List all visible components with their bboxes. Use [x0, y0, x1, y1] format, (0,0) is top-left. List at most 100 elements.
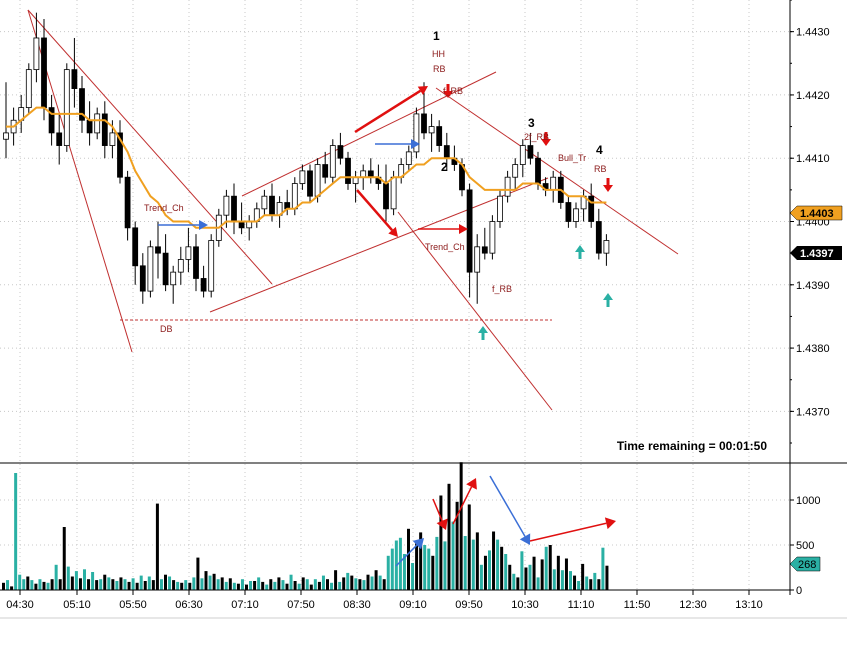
candle-body [132, 227, 139, 267]
volume-bar [402, 554, 406, 590]
volume-bar [236, 583, 240, 590]
volume-bar [232, 582, 236, 590]
volume-bar [492, 531, 496, 590]
x-tick-label: 12:30 [679, 599, 707, 611]
volume-bars [2, 462, 609, 590]
volume-bar [569, 571, 572, 590]
vol-arrow-red-up-head [466, 478, 477, 490]
arrow-red-down [356, 189, 394, 232]
candle-body [443, 145, 450, 159]
volume-bar [38, 579, 42, 590]
candle-body [193, 246, 199, 279]
volume-bar [196, 557, 200, 590]
candle-body [413, 113, 420, 153]
x-tick-label: 09:10 [399, 599, 427, 611]
vol-arrow-blue-down-head [519, 533, 531, 545]
volume-bar [390, 548, 394, 590]
volume-bar [471, 539, 475, 590]
vol-arrow-blue-up [395, 544, 418, 567]
red-down-arrow-head [443, 91, 453, 98]
volume-bar [516, 577, 520, 590]
candle-body [147, 246, 154, 292]
candle-body [489, 221, 496, 254]
label-rb-1: RB [433, 64, 446, 74]
candle-body [117, 132, 123, 178]
volume-bar [78, 578, 82, 590]
price-tick-label: 1.4390 [796, 280, 830, 292]
volume-bar [66, 566, 70, 590]
volume-bar [354, 578, 358, 590]
red-down-arrow-head [603, 185, 613, 192]
volume-bar [313, 579, 317, 590]
candle-body [223, 195, 230, 216]
volume-bar [330, 582, 334, 590]
volume-bar [22, 579, 26, 590]
candle-body [124, 176, 131, 229]
volume-bar [42, 581, 46, 590]
label-2f-rb: 2f_RB [524, 132, 549, 142]
volume-bar [382, 579, 386, 590]
volume-bar [532, 556, 536, 590]
price-tick-label: 1.4410 [796, 153, 830, 165]
candle-body [550, 176, 557, 191]
candle-body [162, 252, 169, 286]
volume-bar [172, 580, 176, 590]
volume-bar [386, 555, 390, 590]
volume-bar [512, 573, 516, 590]
candle-body [345, 157, 351, 184]
volume-bar [601, 547, 605, 590]
red-down-arrow-shaft [606, 178, 610, 186]
volume-bar [159, 579, 163, 590]
candle-body [101, 113, 108, 146]
candle-body [383, 183, 389, 210]
volume-bar [508, 564, 512, 590]
volume-bar [439, 495, 443, 590]
volume-bar [552, 569, 556, 590]
label-f-rb-1: f_RB [443, 86, 463, 96]
arrow-blue-channel-head [411, 139, 420, 149]
candle-body [231, 195, 237, 222]
candle-body [307, 170, 313, 197]
candle-body [79, 88, 85, 121]
label-bull-tr: Bull_Tr [558, 153, 586, 163]
volume-bar [459, 462, 463, 590]
candle-body [527, 145, 534, 159]
volume-bar [524, 567, 528, 590]
volume-bar [285, 583, 289, 590]
x-tick-label: 11:10 [568, 599, 595, 611]
volume-bar [180, 582, 184, 590]
volume-bar [115, 581, 119, 590]
volume-bar [593, 572, 597, 590]
volume-bar [62, 527, 66, 590]
volume-bar [135, 582, 139, 590]
volume-bar [184, 580, 188, 590]
volume-bar [483, 555, 487, 590]
svg-text:268: 268 [798, 559, 816, 571]
volume-bar [155, 503, 159, 590]
volume-bar [528, 564, 532, 590]
volume-bar [188, 582, 192, 590]
volume-bar [143, 581, 147, 590]
price-tick-label: 1.4380 [796, 343, 830, 355]
volume-bar [301, 577, 305, 590]
volume-bar [265, 584, 269, 590]
volume-bar [585, 576, 589, 590]
axes: 04:30 05:10 05:50 06:30 07:10 07:50 08:30 09:10… [0, 0, 847, 619]
volume-bar [212, 573, 216, 590]
teal-up-arrow-shaft [606, 299, 610, 307]
teal-up-arrow-head [478, 326, 488, 333]
vol-arrow-red-down-head [436, 518, 448, 530]
volume-bar [309, 584, 313, 590]
label-num-4: 4 [596, 143, 603, 157]
candle-body [291, 183, 298, 210]
annotation-arrows [158, 84, 613, 340]
teal-up-arrow-head [575, 245, 585, 252]
volume-bar [398, 537, 402, 590]
volume-bar [321, 575, 325, 590]
volume-bar [577, 581, 581, 590]
candle-body [504, 176, 511, 197]
candle-body [565, 202, 572, 222]
price-tick-label: 1.4370 [796, 406, 830, 418]
candle-body [177, 259, 184, 273]
